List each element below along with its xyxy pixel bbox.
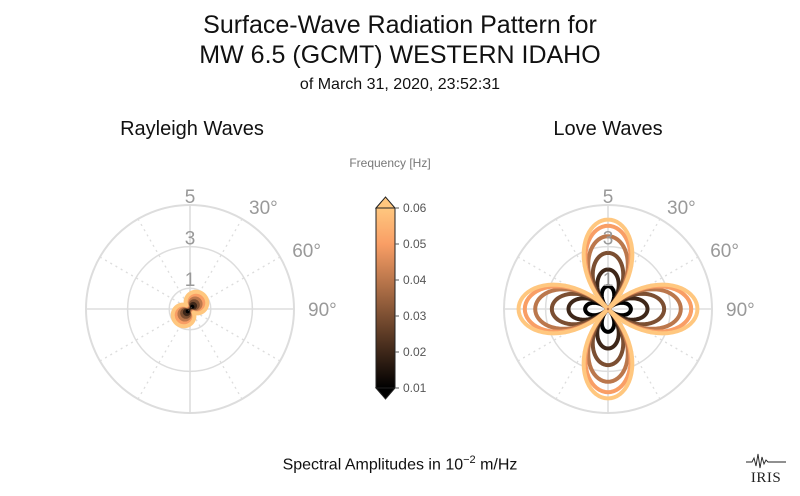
radiation-curve: [170, 289, 210, 329]
logo-text: IRIS: [751, 470, 781, 486]
iris-logo: IRIS: [746, 453, 786, 486]
angle-tick-label: 30°: [249, 198, 278, 219]
chart-title-event: MW 6.5 (GCMT) WESTERN IDAHO: [199, 41, 601, 69]
angle-tick-label: 30°: [667, 198, 696, 219]
radial-tick-label: 1: [185, 270, 196, 291]
colorbar-tick-label: 0.02: [403, 345, 427, 359]
polar-grid: [503, 204, 713, 414]
radiation-curve: [516, 217, 700, 401]
love-plot-title: Love Waves: [553, 118, 663, 140]
colorbar-tick-label: 0.06: [403, 201, 427, 215]
colorbar-label: Frequency [Hz]: [349, 156, 431, 170]
caption-exponent: −2: [463, 454, 476, 466]
chart-subtitle-date: of March 31, 2020, 23:52:31: [299, 76, 501, 93]
frequency-colorbar: 0.01 0.02 0.03 0.04 0.05 0.06: [374, 196, 427, 400]
colorbar-extend-top: [374, 196, 397, 209]
caption-text: Spectral Amplitudes in 10: [282, 456, 464, 474]
radial-tick-label: 1: [603, 270, 614, 291]
radial-tick-label: 3: [603, 229, 614, 250]
colorbar-extend-bottom: [374, 387, 397, 400]
caption-unit: m/Hz: [475, 456, 518, 474]
rayleigh-polar-plot: 1 3 5 30° 60° 90°: [85, 187, 337, 414]
radial-tick-label: 5: [185, 187, 196, 208]
amplitude-units-caption: Spectral Amplitudes in 10−2 m/Hz: [0, 454, 800, 474]
radial-tick-label: 5: [603, 187, 614, 208]
colorbar-body: [375, 207, 396, 389]
angle-tick-label: 90°: [726, 300, 755, 321]
seismogram-icon: [746, 453, 786, 469]
colorbar-tick-label: 0.04: [403, 273, 427, 287]
colorbar-tick-label: 0.05: [403, 237, 427, 251]
rayleigh-plot-title: Rayleigh Waves: [120, 118, 264, 140]
colorbar-tick-label: 0.01: [403, 381, 427, 395]
angle-tick-label: 60°: [710, 241, 739, 262]
radial-tick-label: 3: [185, 229, 196, 250]
love-polar-plot: 1 3 5 30° 60° 90°: [503, 187, 755, 414]
angle-tick-label: 60°: [292, 241, 321, 262]
angle-tick-label: 90°: [308, 300, 337, 321]
colorbar-tick-label: 0.03: [403, 309, 427, 323]
chart-title: Surface-Wave Radiation Pattern for: [203, 11, 597, 39]
